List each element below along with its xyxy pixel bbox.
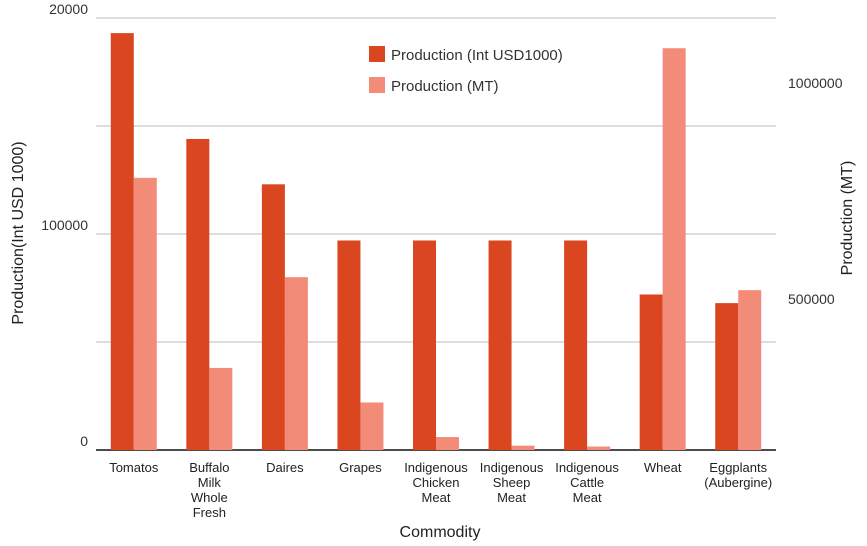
bar-series1-5 — [511, 445, 535, 450]
bar-series0-7 — [639, 294, 663, 450]
bar-series1-7 — [662, 48, 686, 451]
category-label-6: Indigenous Cattle Meat — [555, 460, 619, 505]
bar-series0-1 — [186, 138, 210, 450]
bar-series0-8 — [715, 303, 739, 450]
bar-series0-4 — [413, 240, 436, 450]
category-labels: Tomatos Buffalo Milk Whole Fresh Daires Grapes… — [109, 460, 772, 520]
y-right-tick-0: 500000 — [788, 291, 835, 307]
legend-swatch-1 — [369, 77, 385, 93]
category-label-8: Eggplants (Aubergine) — [704, 460, 772, 490]
legend-label-1: Production (MT) — [391, 78, 499, 95]
y-left-axis-title: Production(Int USD 1000) — [10, 141, 27, 324]
bar-series0-5 — [488, 240, 512, 450]
category-label-0: Tomatos — [109, 460, 159, 475]
category-label-2: Daires — [266, 460, 304, 475]
bars — [110, 33, 762, 451]
y-left-tick-1: 100000 — [41, 217, 88, 233]
y-left-tick-0: 0 — [80, 433, 88, 449]
y-right-axis-title: Production (MT) — [839, 161, 856, 276]
bar-series0-6 — [564, 240, 588, 450]
bar-series1-3 — [360, 402, 384, 450]
right-axis-ticks: 500000 1000000 — [788, 75, 843, 307]
category-label-1: Buffalo Milk Whole Fresh — [189, 460, 229, 520]
bar-series1-0 — [133, 177, 157, 450]
x-axis-title: Commodity — [400, 524, 481, 541]
y-right-tick-1: 1000000 — [788, 75, 843, 91]
bar-series0-0 — [110, 33, 134, 451]
left-axis-ticks: 0 100000 20000 — [41, 1, 88, 449]
bar-series1-6 — [587, 446, 611, 450]
bar-series1-8 — [738, 290, 762, 450]
bar-series1-1 — [209, 367, 233, 450]
bar-series1-2 — [284, 277, 308, 450]
legend: Production (Int USD1000) Production (MT) — [369, 46, 563, 95]
legend-swatch-0 — [369, 46, 385, 62]
category-label-3: Grapes — [339, 460, 382, 475]
bar-series0-3 — [337, 240, 361, 450]
bar-series0-2 — [261, 184, 285, 450]
category-label-7: Wheat — [644, 460, 682, 475]
category-label-4: Indigenous Chicken Meat — [404, 460, 468, 505]
legend-label-0: Production (Int USD1000) — [391, 47, 563, 64]
bar-series1-4 — [436, 437, 459, 450]
category-label-5: Indigenous Sheep Meat — [480, 460, 544, 505]
y-left-tick-2: 20000 — [49, 1, 88, 17]
